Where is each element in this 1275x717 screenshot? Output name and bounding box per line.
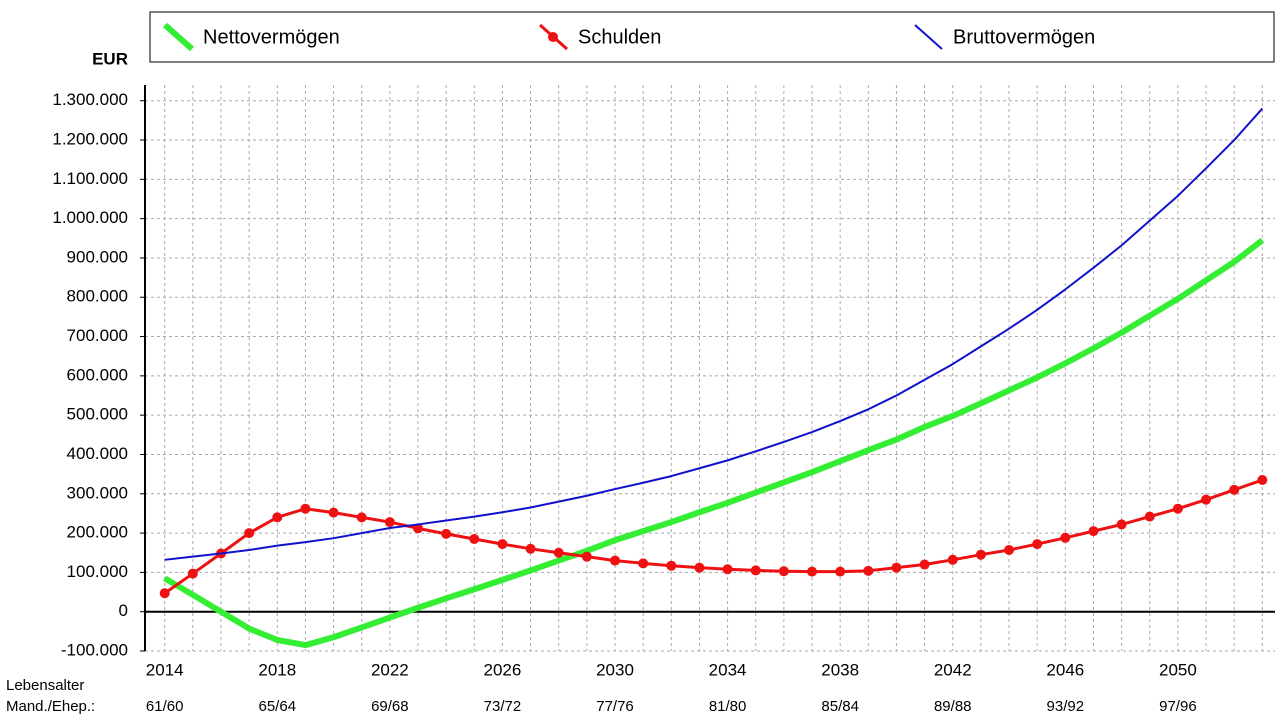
marker: [1116, 519, 1127, 530]
x-tick-label: 2022: [371, 660, 409, 679]
marker: [1229, 484, 1240, 495]
x-tick-label: 2030: [596, 660, 634, 679]
y-tick-label: 200.000: [67, 523, 128, 542]
marker: [300, 503, 311, 514]
marker: [750, 565, 761, 576]
y-tick-label: 700.000: [67, 326, 128, 345]
marker: [722, 564, 733, 575]
y-tick-label: 500.000: [67, 405, 128, 424]
x-axis-label: Lebensalter: [6, 677, 84, 694]
marker: [1004, 544, 1015, 555]
marker: [778, 566, 789, 577]
age-label: 89/88: [934, 698, 972, 715]
y-tick-label: 300.000: [67, 483, 128, 502]
marker: [272, 512, 283, 523]
x-tick-label: 2046: [1046, 660, 1084, 679]
y-tick-label: 1.100.000: [52, 169, 128, 188]
marker: [1172, 503, 1183, 514]
marker: [947, 554, 958, 565]
legend-box: [149, 11, 1275, 63]
marker: [469, 533, 480, 544]
y-axis-label: EUR: [92, 49, 128, 68]
marker: [525, 543, 536, 554]
x-axis-label: Mand./Ehep.:: [6, 698, 95, 715]
legend-marker: [548, 32, 558, 42]
x-tick-label: 2042: [934, 660, 972, 679]
age-label: 69/68: [371, 698, 409, 715]
marker: [919, 559, 930, 570]
x-tick-label: 2018: [258, 660, 296, 679]
marker: [244, 528, 255, 539]
age-label: 73/72: [484, 698, 522, 715]
marker: [1032, 539, 1043, 550]
marker: [581, 551, 592, 562]
marker: [384, 517, 395, 528]
legend-label: Schulden: [578, 26, 661, 48]
y-tick-label: 1.000.000: [52, 208, 128, 227]
marker: [1088, 526, 1099, 537]
age-label: 97/96: [1159, 698, 1197, 715]
marker: [863, 565, 874, 576]
x-tick-label: 2034: [709, 660, 747, 679]
series-line: [164, 107, 1264, 561]
marker: [413, 523, 424, 534]
y-tick-label: 900.000: [67, 247, 128, 266]
marker: [497, 539, 508, 550]
y-tick-label: 800.000: [67, 287, 128, 306]
age-label: 93/92: [1047, 698, 1085, 715]
marker: [638, 558, 649, 569]
marker: [1144, 511, 1155, 522]
y-tick-label: 400.000: [67, 444, 128, 463]
marker: [553, 547, 564, 558]
legend-label: Bruttovermögen: [953, 26, 1095, 48]
marker: [159, 588, 170, 599]
marker: [610, 555, 621, 566]
marker: [666, 560, 677, 571]
legend-swatch: [163, 22, 194, 52]
marker: [1201, 494, 1212, 505]
marker: [891, 562, 902, 573]
marker: [328, 507, 339, 518]
legend-label: Nettovermögen: [203, 26, 340, 48]
y-tick-label: 1.300.000: [52, 90, 128, 109]
marker: [1060, 532, 1071, 543]
marker: [441, 528, 452, 539]
marker: [356, 512, 367, 523]
x-tick-label: 2026: [484, 660, 522, 679]
x-tick-label: 2014: [146, 660, 184, 679]
y-tick-label: -100.000: [61, 640, 128, 659]
series-line: [163, 478, 1263, 595]
x-tick-label: 2050: [1159, 660, 1197, 679]
marker: [835, 566, 846, 577]
y-tick-label: 600.000: [67, 365, 128, 384]
y-tick-label: 1.200.000: [52, 130, 128, 149]
marker: [694, 562, 705, 573]
age-label: 77/76: [596, 698, 634, 715]
marker: [807, 566, 818, 577]
marker: [187, 568, 198, 579]
age-label: 65/64: [259, 698, 297, 715]
age-label: 81/80: [709, 698, 747, 715]
age-label: 85/84: [821, 698, 859, 715]
series-line: [163, 237, 1265, 649]
marker: [975, 549, 986, 560]
marker: [1257, 475, 1268, 486]
y-tick-label: 0: [119, 601, 128, 620]
age-label: 61/60: [146, 698, 184, 715]
x-tick-label: 2038: [821, 660, 859, 679]
legend-swatch: [914, 24, 943, 50]
y-tick-label: 100.000: [67, 562, 128, 581]
